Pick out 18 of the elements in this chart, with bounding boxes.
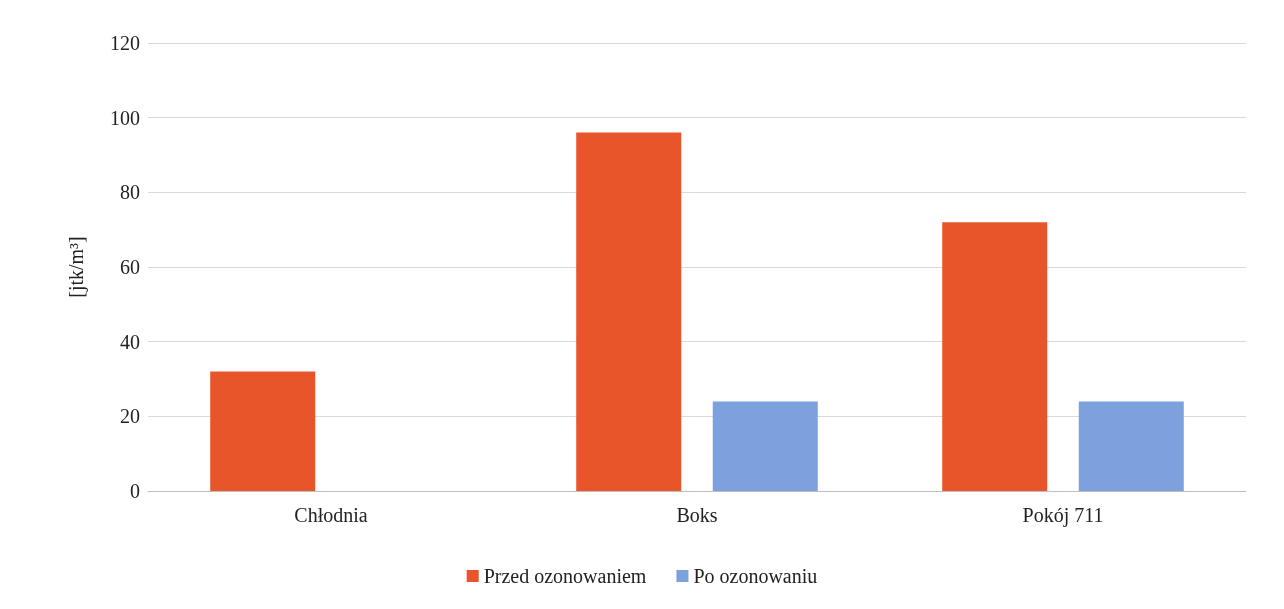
y-tick-label: 60 bbox=[120, 256, 140, 278]
x-tick-label: Boks bbox=[676, 504, 718, 526]
bar bbox=[712, 401, 818, 491]
y-tick-label: 120 bbox=[110, 32, 140, 54]
bar bbox=[210, 371, 316, 491]
x-tick-label: Chłodnia bbox=[294, 504, 368, 526]
y-tick-label: 40 bbox=[120, 330, 140, 353]
y-tick-label: 100 bbox=[110, 106, 140, 129]
legend-label: Po ozonowaniu bbox=[693, 565, 818, 587]
y-tick-label: 80 bbox=[120, 181, 140, 204]
y-tick-label: 20 bbox=[120, 405, 140, 428]
legend-label: Przed ozonowaniem bbox=[483, 565, 647, 587]
x-tick-label: Pokój 711 bbox=[1022, 504, 1104, 527]
bar bbox=[942, 222, 1048, 491]
bar bbox=[1078, 401, 1184, 491]
bar bbox=[576, 132, 682, 491]
y-tick-label: 0 bbox=[130, 480, 140, 502]
y-axis-title: [jtk/m³] bbox=[65, 236, 88, 298]
